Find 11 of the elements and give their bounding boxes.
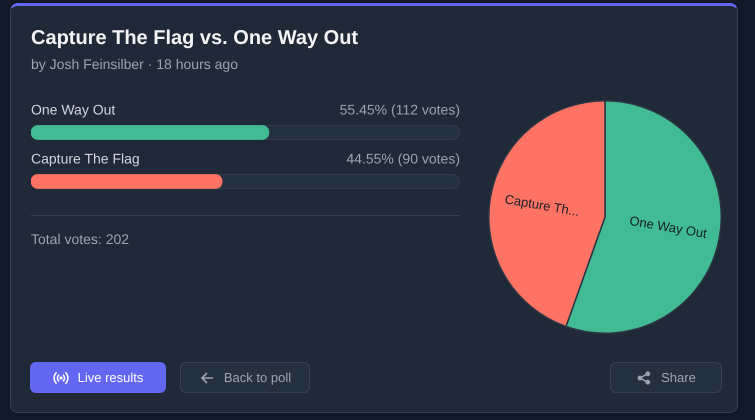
slice-label: Capture Th...: [504, 191, 581, 220]
secondary-button: Back to poll: [180, 362, 310, 393]
chart-subtitle: by Josh Feinsilber · 18 hours ago: [31, 55, 238, 73]
text: Total votes: 202: [31, 230, 130, 248]
outline-button: Share: [610, 362, 722, 393]
data-label: 55.45% (112 votes): [340, 101, 460, 118]
y-tick-label: Capture The Flag: [31, 150, 140, 166]
chart-title: Capture The Flag vs. One Way Out: [31, 26, 358, 50]
slice-label: One Way Out: [628, 212, 708, 242]
data-label: 44.55% (90 votes): [346, 150, 460, 166]
primary-button: Live results: [30, 362, 166, 393]
